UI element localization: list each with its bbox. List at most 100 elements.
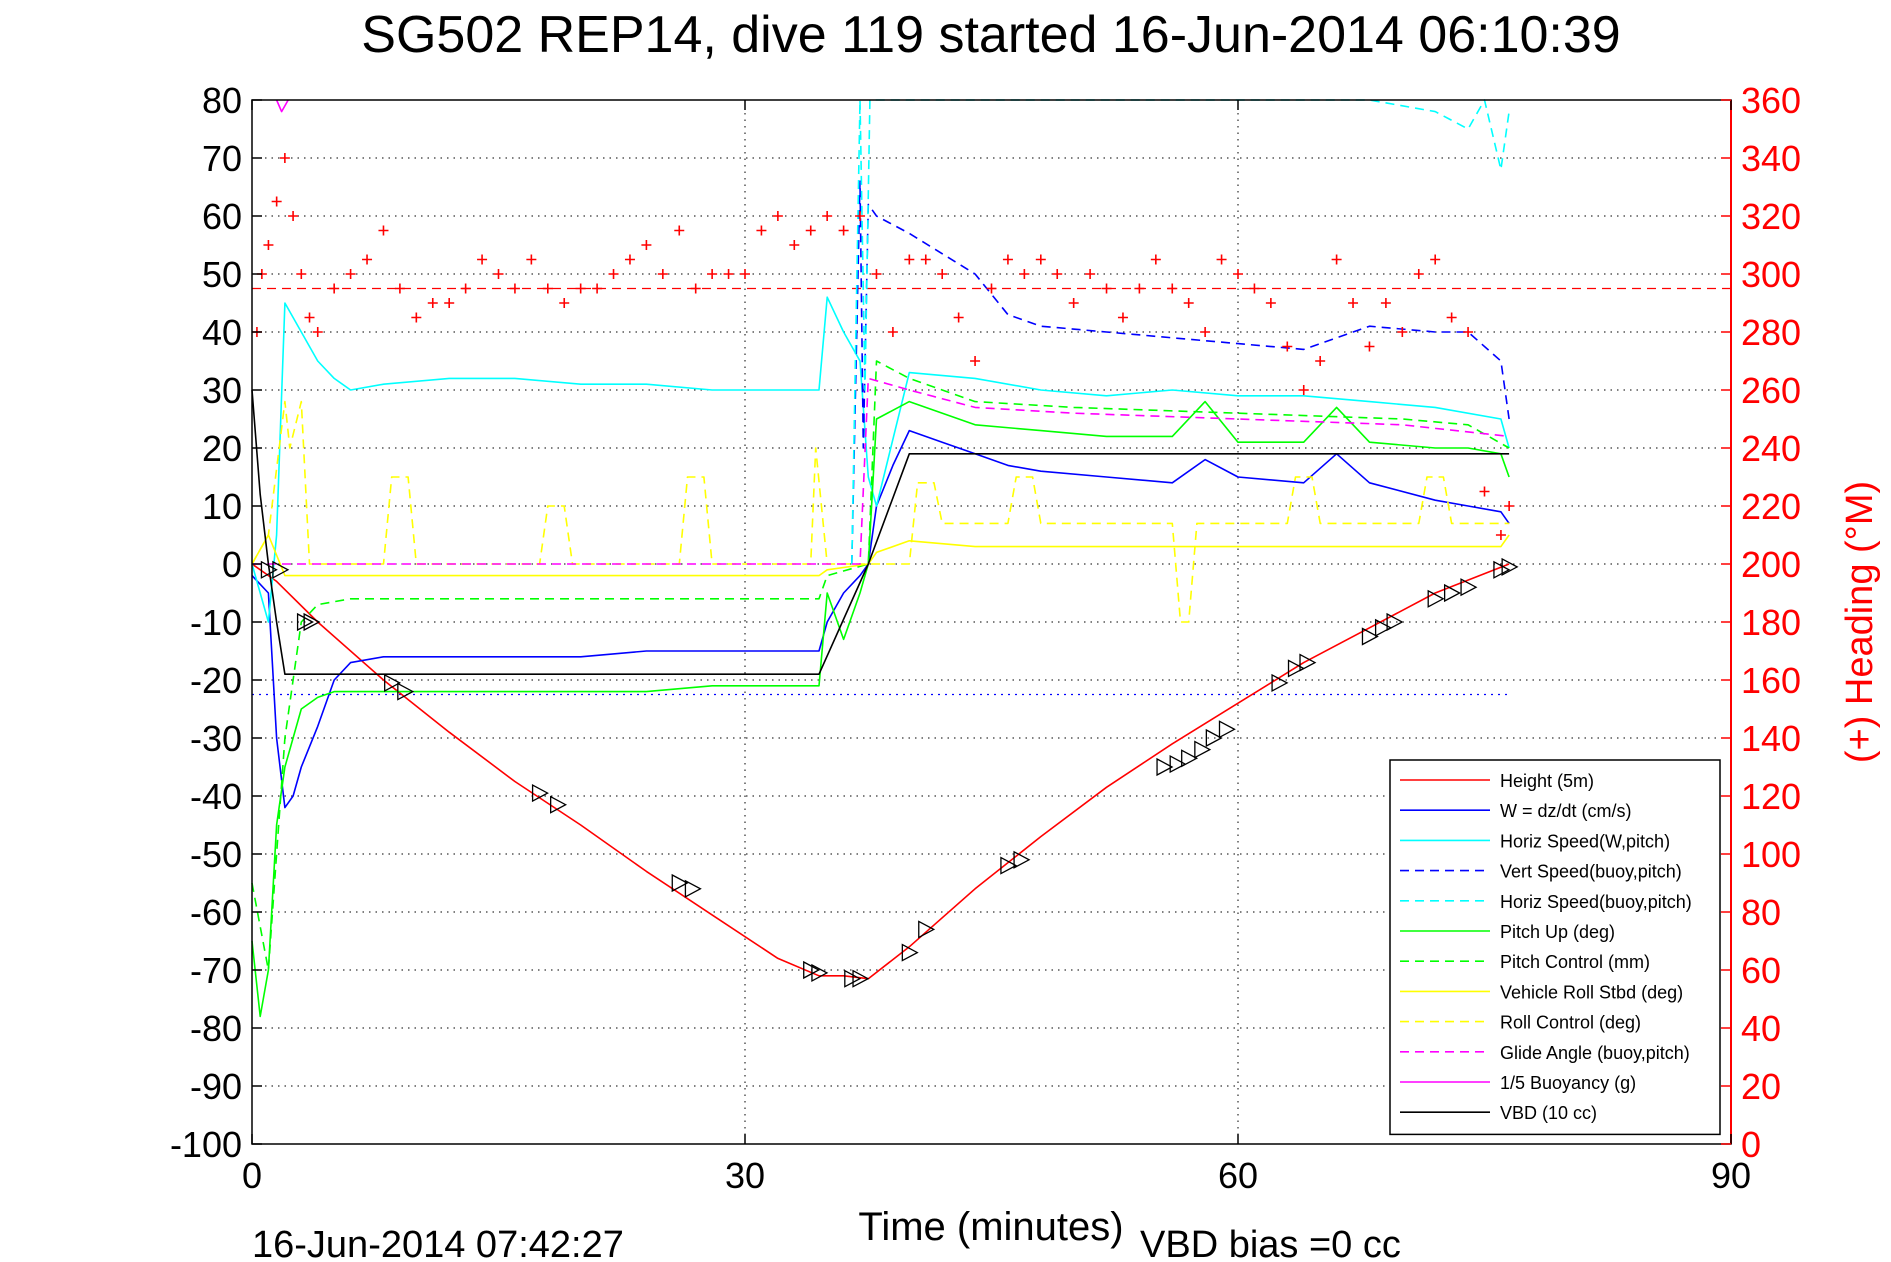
legend-entry: Glide Angle (buoy,pitch) (1500, 1043, 1690, 1063)
heading-point (855, 211, 866, 221)
depth-marker (803, 960, 821, 980)
heading-point (1282, 341, 1293, 352)
y-tick-label-left: -90 (190, 1066, 242, 1107)
heading-point (509, 283, 520, 294)
depth-marker (296, 612, 314, 632)
depth-marker (1156, 757, 1174, 777)
series-line-5 (851, 99, 1510, 565)
vbd-bias-label: VBD bias =0 cc (1140, 1224, 1401, 1262)
heading-point (444, 298, 455, 308)
y-tick-label-right: 120 (1741, 776, 1801, 817)
heading-point (1446, 312, 1457, 323)
x-axis-label: Time (minutes) (858, 1205, 1123, 1249)
heading-point (887, 327, 898, 337)
y-tick-label-right: 40 (1741, 1008, 1781, 1049)
depth-marker (852, 969, 870, 988)
y-tick-label-left: -60 (190, 892, 242, 933)
heading-point (1233, 269, 1243, 279)
heading-point (411, 312, 422, 323)
y-tick-label-left: 60 (202, 196, 242, 237)
depth-marker (1361, 627, 1379, 646)
depth-marker (1000, 856, 1018, 875)
y-tick-label-left: 70 (202, 138, 242, 179)
legend-entry: Height (5m) (1500, 771, 1594, 791)
heading-point (296, 269, 307, 279)
heading-point (526, 254, 537, 265)
heading-point (641, 240, 652, 250)
heading-point (1035, 254, 1046, 265)
heading-point (1298, 385, 1309, 395)
heading-point (723, 269, 734, 279)
heading-point (822, 211, 833, 221)
heading-point (1167, 283, 1178, 294)
heading-point (1101, 283, 1112, 294)
y-tick-label-left: -70 (190, 950, 242, 991)
depth-marker (1287, 659, 1305, 678)
depth-marker (1386, 612, 1404, 632)
heading-point (1085, 269, 1096, 279)
series-line-1 (251, 563, 1510, 980)
depth-marker (1194, 740, 1212, 759)
y-tick-label-left: -100 (170, 1124, 242, 1165)
series-line-2 (251, 429, 1510, 809)
heading-point (592, 283, 603, 294)
heading-point (575, 283, 586, 294)
y-tick-label-right: 60 (1741, 950, 1781, 991)
depth-marker (384, 673, 402, 692)
depth-marker (1374, 618, 1392, 637)
series-line-8 (251, 534, 1510, 577)
heading-point (1413, 269, 1424, 279)
y-tick-label-left: -10 (190, 602, 242, 643)
heading-point (1331, 254, 1342, 265)
y-tick-label-right: 180 (1741, 602, 1801, 643)
series-line-4 (851, 180, 1510, 565)
heading-point (904, 254, 915, 265)
series-line-10 (252, 377, 1510, 565)
y-tick-label-left: -50 (190, 834, 242, 875)
heading-point (1200, 327, 1211, 337)
heading-point (378, 225, 389, 236)
heading-point (1495, 530, 1506, 540)
depth-marker (272, 560, 290, 579)
legend-entry: Vert Speed(buoy,pitch) (1500, 862, 1682, 882)
x-tick-label: 90 (1711, 1155, 1751, 1196)
depth-marker (1501, 557, 1519, 576)
depth-marker (1013, 850, 1031, 869)
heading-point (559, 298, 570, 308)
y-tick-label-left: 80 (202, 80, 242, 121)
series-line-6 (251, 400, 1510, 1018)
depth-marker (260, 560, 278, 579)
y-tick-label-right: 360 (1741, 80, 1801, 121)
y-tick-label-left: 0 (222, 544, 242, 585)
y-tick-label-right: 140 (1741, 718, 1801, 759)
heading-point (608, 269, 619, 279)
heading-point (1019, 269, 1030, 279)
legend-entry: Pitch Control (mm) (1500, 952, 1650, 972)
heading-point (279, 153, 290, 163)
heading-point (1134, 283, 1145, 294)
legend-entry: Horiz Speed(W,pitch) (1500, 831, 1670, 851)
depth-marker (1169, 755, 1187, 774)
heading-point (789, 240, 800, 250)
legend: Height (5m) W = dz/dt (cm/s) Horiz Speed(W… (1389, 759, 1721, 1136)
right-axis-label: (+) Heading (°M) (1839, 481, 1881, 763)
y-tick-label-left: 40 (202, 312, 242, 353)
heading-point (920, 254, 931, 265)
y-tick-label-right: 220 (1741, 486, 1801, 527)
depth-marker (1218, 720, 1236, 739)
y-tick-label-right: 260 (1741, 370, 1801, 411)
heading-point (288, 211, 299, 221)
depth-marker (1271, 673, 1289, 692)
depth-marker (844, 969, 862, 988)
legend-box (1389, 759, 1721, 1136)
y-tick-label-left: 50 (202, 254, 242, 295)
depth-marker (1443, 583, 1462, 603)
y-tick-label-right: 320 (1741, 196, 1801, 237)
heading-point (1052, 269, 1063, 279)
heading-point (871, 269, 882, 279)
heading-point (493, 269, 504, 279)
heading-point (345, 269, 356, 279)
y-tick-label-right: 160 (1741, 660, 1801, 701)
